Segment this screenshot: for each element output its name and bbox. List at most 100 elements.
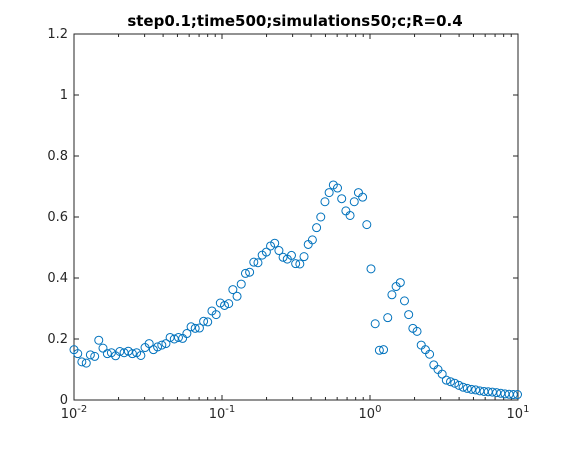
x-axis-ticks: 10-2 10-1 100 101 (61, 34, 530, 422)
data-point (404, 310, 414, 320)
x-tick-label-base: 10 (359, 407, 376, 422)
data-point (333, 183, 343, 193)
data-point (190, 323, 200, 333)
data-point (245, 267, 255, 277)
data-point (236, 279, 246, 289)
data-point (450, 378, 460, 388)
data-point (387, 290, 397, 300)
data-point (85, 350, 95, 360)
y-tick-label: 0.4 (47, 271, 68, 286)
data-point (73, 349, 83, 359)
data-point (186, 322, 196, 332)
data-point (458, 382, 468, 392)
data-point (253, 258, 263, 268)
data-points (69, 180, 523, 400)
x-tick-label-exponent: 0 (375, 404, 381, 415)
data-point (203, 317, 213, 327)
data-point (513, 390, 523, 400)
x-tick-label-base: 10 (209, 407, 226, 422)
data-point (358, 192, 368, 202)
data-point (102, 349, 112, 359)
data-point (471, 385, 481, 395)
data-point (487, 387, 497, 397)
data-point (228, 285, 238, 295)
data-point (157, 340, 167, 350)
data-point (224, 299, 234, 309)
data-point (161, 339, 171, 349)
data-point (312, 223, 322, 233)
data-point (462, 383, 472, 393)
data-point (446, 377, 456, 387)
data-point (379, 345, 389, 355)
data-point (299, 252, 309, 262)
x-tick-label: 100 (359, 404, 382, 422)
y-tick-label: 0.6 (47, 210, 68, 225)
data-point (77, 357, 87, 367)
data-point (316, 212, 326, 222)
data-point (194, 323, 204, 333)
data-point (232, 291, 242, 301)
x-tick-label: 10-1 (209, 404, 236, 422)
data-point (136, 350, 146, 360)
data-point (454, 380, 464, 390)
data-point (362, 220, 372, 230)
data-point (240, 268, 250, 278)
data-point (466, 384, 476, 394)
data-point (286, 250, 296, 260)
data-point (395, 278, 405, 288)
data-point (383, 313, 393, 323)
data-point (127, 349, 137, 359)
data-point (324, 188, 334, 198)
data-point (295, 259, 305, 269)
y-tick-label: 1 (60, 88, 68, 103)
data-point (320, 197, 330, 207)
data-point (412, 326, 422, 336)
x-tick-label-exponent: 1 (523, 404, 529, 415)
data-point (211, 310, 221, 320)
data-point (492, 388, 502, 398)
data-point (349, 197, 359, 207)
x-tick-label-base: 10 (61, 407, 78, 422)
data-point (261, 247, 271, 257)
y-tick-label: 0.2 (47, 332, 68, 347)
data-point (374, 345, 384, 355)
data-point (173, 332, 183, 342)
data-point (508, 390, 518, 400)
y-tick-label: 0 (60, 393, 68, 408)
data-point (399, 296, 409, 306)
data-point (94, 335, 104, 345)
data-point (274, 246, 284, 256)
x-tick-label-base: 10 (507, 407, 524, 422)
data-point (307, 235, 317, 245)
data-point (345, 210, 355, 220)
x-tick-label: 101 (507, 404, 530, 422)
y-axis-ticks: 0 0.2 0.4 0.6 0.8 1 1.2 (47, 27, 518, 408)
data-point (199, 316, 209, 326)
data-point (144, 339, 154, 349)
x-tick-label-exponent: -2 (77, 404, 87, 415)
chart-title: step0.1;time500;simulations50;c;R=0.4 (127, 12, 462, 30)
data-point (90, 351, 100, 361)
data-point (441, 375, 451, 385)
data-point (220, 300, 230, 310)
data-point (278, 252, 288, 262)
data-point (337, 194, 347, 204)
data-point (182, 329, 192, 339)
data-point (249, 257, 259, 267)
data-point (425, 349, 435, 359)
data-point (115, 347, 125, 357)
data-point (437, 369, 447, 379)
x-tick-label-exponent: -1 (225, 404, 235, 415)
data-point (370, 319, 380, 329)
data-point (270, 238, 280, 248)
y-tick-label: 0.8 (47, 149, 68, 164)
data-point (98, 343, 108, 353)
x-tick-label: 10-2 (61, 404, 88, 422)
y-tick-label: 1.2 (47, 27, 68, 42)
data-point (366, 264, 376, 274)
data-point (291, 259, 301, 269)
data-point (81, 358, 91, 368)
data-point (153, 342, 163, 352)
